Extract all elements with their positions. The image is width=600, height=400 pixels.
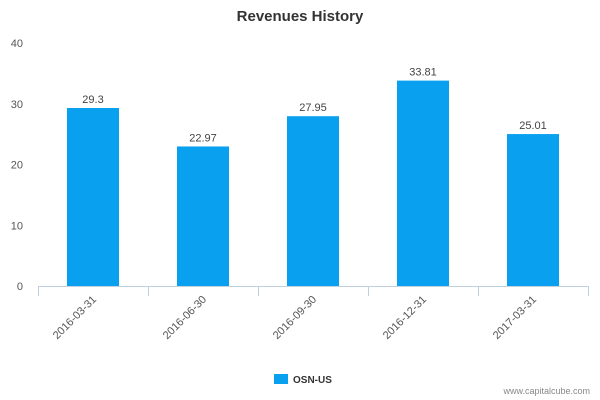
y-tick-label: 20: [11, 160, 23, 172]
x-tick-label: 2016-06-30: [161, 294, 209, 342]
data-label: 29.3: [82, 94, 103, 106]
x-axis-labels: 2016-03-31 2016-06-30 2016-09-30 2016-12-31…: [51, 294, 539, 342]
y-axis-ticks: 0 10 20 30 40: [11, 38, 23, 293]
credit-text: www.capitalcube.com: [502, 386, 590, 396]
data-label: 25.01: [519, 120, 547, 132]
data-label: 33.81: [409, 67, 437, 79]
x-tick-label: 2016-09-30: [271, 294, 319, 342]
data-labels: 29.3 22.97 27.95 33.81 25.01: [82, 67, 546, 145]
bar-2016-12-31[interactable]: [397, 80, 449, 286]
x-axis-tick-marks: [38, 286, 589, 296]
legend-swatch[interactable]: [274, 374, 288, 384]
y-tick-label: 0: [17, 281, 23, 293]
legend-label[interactable]: OSN-US: [293, 375, 332, 386]
bar-2017-03-31[interactable]: [507, 134, 559, 286]
x-tick-label: 2017-03-31: [491, 294, 539, 342]
y-tick-label: 30: [11, 99, 23, 111]
chart-title: Revenues History: [237, 8, 364, 25]
bar-series: [67, 80, 559, 286]
y-tick-label: 10: [11, 220, 23, 232]
y-tick-label: 40: [11, 38, 23, 50]
bar-2016-09-30[interactable]: [287, 116, 339, 286]
legend[interactable]: OSN-US: [274, 374, 332, 386]
x-tick-label: 2016-12-31: [381, 294, 429, 342]
x-tick-label: 2016-03-31: [51, 294, 99, 342]
data-label: 22.97: [189, 132, 217, 144]
bar-2016-06-30[interactable]: [177, 146, 229, 286]
bar-2016-03-31[interactable]: [67, 108, 119, 286]
data-label: 27.95: [299, 102, 327, 114]
